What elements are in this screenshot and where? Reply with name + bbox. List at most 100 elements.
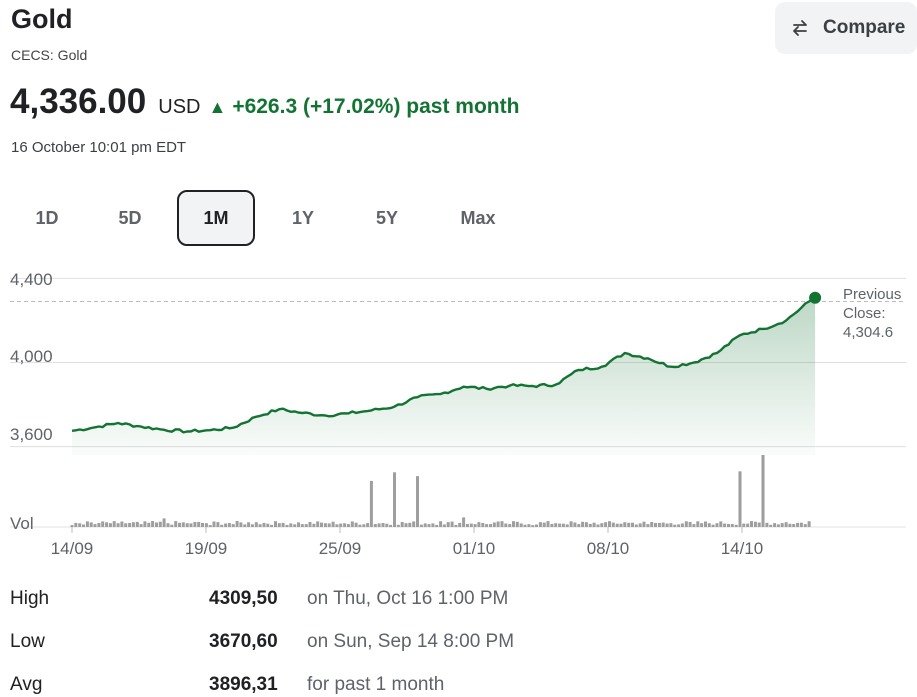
volume-bar	[162, 518, 166, 527]
volume-bar	[796, 522, 800, 527]
x-tick-label: 08/10	[587, 539, 630, 558]
volume-bar	[481, 523, 485, 527]
volume-bar	[320, 522, 323, 527]
volume-bar	[193, 522, 197, 527]
compare-button[interactable]: Compare	[775, 2, 917, 54]
volume-bar	[274, 521, 277, 527]
volume-bar	[573, 522, 577, 527]
volume-bar	[101, 521, 105, 527]
volume-bar	[711, 524, 715, 527]
volume-bar	[604, 522, 608, 527]
volume-bar	[239, 522, 243, 527]
volume-bar	[680, 523, 684, 527]
quote-timestamp: 16 October 10:01 pm EDT	[11, 139, 187, 156]
volume-bar	[300, 524, 304, 527]
volume-bar	[554, 523, 558, 527]
ticker-subtitle: CECS: Gold	[11, 47, 88, 63]
volume-bar	[727, 524, 730, 527]
change-text: +626.3 (+17.02%) past month	[232, 95, 520, 118]
volume-bar	[692, 524, 696, 527]
volume-bar	[396, 524, 400, 527]
price-chart[interactable]: 4,400 4,000 3,600 Vol 14/09 19/09 25/09 01/…	[0, 260, 917, 570]
volume-bar	[97, 523, 101, 527]
volume-bar	[565, 524, 569, 527]
stat-value: 4309,50	[209, 588, 278, 609]
volume-bar	[734, 524, 738, 527]
tab-1m[interactable]: 1M	[177, 190, 255, 246]
stats-table: High 4309,50 on Thu, Oct 16 1:00 PM Low …	[10, 584, 610, 697]
currency-label: USD	[158, 96, 201, 118]
volume-bar	[730, 524, 734, 527]
volume-bar	[700, 523, 704, 527]
previous-close-label: Close:	[843, 305, 886, 322]
volume-bar	[592, 522, 596, 527]
volume-bar	[696, 521, 700, 527]
volume-bar	[469, 523, 473, 527]
volume-bar	[366, 523, 370, 527]
swap-arrows-icon	[793, 20, 807, 36]
volume-bar	[435, 524, 439, 527]
tab-1d[interactable]: 1D	[35, 207, 59, 228]
volume-bar	[82, 524, 85, 527]
volume-bar	[346, 524, 350, 527]
volume-bar	[393, 472, 396, 527]
volume-bar	[742, 523, 746, 527]
volume-bar	[277, 523, 281, 527]
volume-bar	[450, 521, 454, 527]
volume-bar	[688, 522, 692, 527]
volume-bar	[458, 522, 462, 527]
volume-bar	[85, 521, 89, 527]
tab-max[interactable]: Max	[460, 207, 496, 228]
volume-bar	[89, 522, 93, 527]
volume-bar	[581, 521, 585, 527]
volume-bar	[550, 523, 554, 527]
volume-bar	[638, 523, 642, 527]
volume-bar	[600, 523, 604, 527]
tab-1y[interactable]: 1Y	[291, 207, 315, 228]
volume-bar	[477, 522, 481, 527]
volume-bar	[316, 521, 320, 527]
tab-5d[interactable]: 5D	[118, 207, 142, 228]
volume-bar	[331, 521, 335, 527]
volume-bar	[431, 523, 435, 527]
volume-bar	[704, 521, 707, 527]
volume-bar	[416, 476, 419, 527]
stat-row-avg: Avg 3896,31 for past 1 month	[10, 670, 610, 697]
previous-close-value: 4,304.6	[843, 324, 893, 341]
last-price-dot	[809, 291, 822, 304]
volume-bar	[673, 524, 677, 527]
volume-bar	[381, 523, 385, 527]
price-change: ▲ +626.3 (+17.02%) past month	[208, 95, 519, 119]
volume-bar	[799, 522, 803, 527]
y-tick-label: 4,000	[10, 347, 53, 366]
volume-bar	[715, 523, 719, 527]
volume-bar	[780, 523, 784, 527]
volume-bar	[473, 524, 477, 527]
volume-bar	[462, 517, 466, 527]
volume-bar	[323, 523, 327, 527]
volume-bar	[201, 523, 204, 527]
volume-bar	[105, 522, 109, 527]
volume-bar	[373, 524, 377, 527]
volume-bar	[707, 523, 711, 527]
volume-bar	[147, 522, 151, 527]
stat-value: 3670,60	[209, 631, 278, 652]
x-tick-label: 01/10	[453, 539, 496, 558]
volume-bar	[124, 523, 128, 527]
price-area	[72, 297, 816, 455]
volume-bar	[135, 521, 139, 527]
volume-bar	[519, 523, 523, 527]
volume-bar	[285, 524, 289, 527]
volume-bar	[454, 524, 458, 527]
volume-bar	[74, 522, 78, 527]
volume-bar	[642, 521, 646, 527]
volume-bar	[608, 521, 611, 527]
volume-bar	[70, 525, 74, 527]
volume-bar	[174, 521, 178, 527]
volume-bar	[807, 521, 811, 527]
volume-bar	[327, 523, 331, 527]
tab-5y[interactable]: 5Y	[375, 207, 399, 228]
volume-bar	[243, 524, 247, 527]
x-axis: 14/09 19/09 25/09 01/10 08/10 14/10	[51, 527, 763, 558]
volume-bar	[412, 521, 416, 527]
